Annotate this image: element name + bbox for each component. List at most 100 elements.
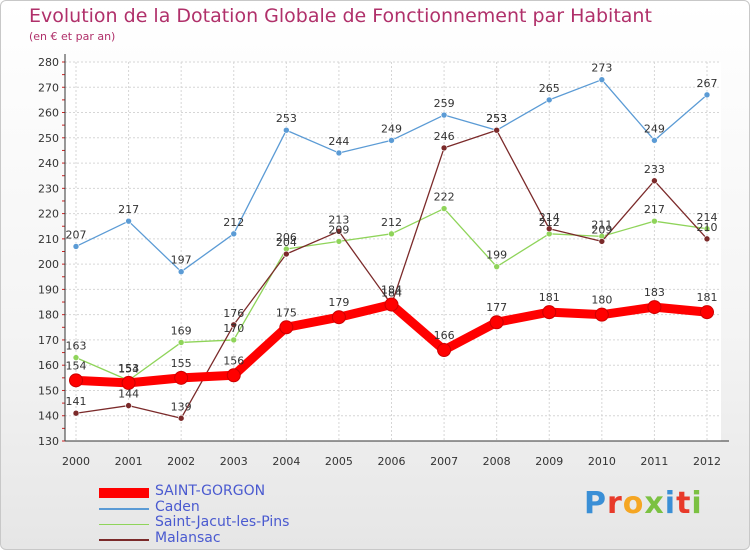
legend-label: Malansac xyxy=(155,529,221,546)
data-label: 211 xyxy=(591,218,612,231)
y-tick-label: 190 xyxy=(38,283,59,296)
data-label: 259 xyxy=(434,97,455,110)
data-point xyxy=(226,368,241,383)
data-label: 267 xyxy=(697,77,718,90)
y-tick-label: 230 xyxy=(38,182,59,195)
x-tick-label: 2011 xyxy=(640,455,668,468)
data-point xyxy=(230,336,238,344)
data-point xyxy=(437,343,452,358)
data-label: 141 xyxy=(66,395,87,408)
data-label: 154 xyxy=(66,359,87,372)
brand-letter: i xyxy=(664,486,677,521)
series-layer xyxy=(69,76,714,422)
data-labels: 207 217 197 212 253 244 249 259 253 265 273 249 267 1… xyxy=(66,62,718,414)
data-label: 209 xyxy=(591,223,612,236)
series-1 xyxy=(72,76,711,276)
data-point xyxy=(230,321,238,329)
data-point xyxy=(651,137,658,144)
data-point xyxy=(69,373,83,388)
x-tick-label: 2004 xyxy=(272,455,300,468)
legend-swatch xyxy=(99,487,149,498)
data-label: 246 xyxy=(434,130,455,143)
data-label: 212 xyxy=(223,216,244,229)
y-tick-label: 170 xyxy=(38,334,59,347)
data-point xyxy=(384,297,399,312)
data-label: 177 xyxy=(486,301,507,314)
x-tick-label: 2003 xyxy=(220,455,248,468)
data-label: 139 xyxy=(171,400,192,413)
brand-letter: i xyxy=(691,486,703,521)
data-point xyxy=(388,230,395,238)
data-label: 163 xyxy=(66,340,87,353)
data-label: 180 xyxy=(591,294,612,307)
data-point xyxy=(388,137,395,144)
x-tick-label: 2012 xyxy=(693,455,721,468)
data-label: 212 xyxy=(539,216,560,229)
data-point xyxy=(283,126,290,134)
y-tick-label: 210 xyxy=(38,233,59,246)
data-label: 169 xyxy=(171,324,192,337)
chart-subtitle: (en € et par an) xyxy=(29,30,116,43)
data-label: 175 xyxy=(276,306,297,319)
legend-label: Caden xyxy=(155,498,200,515)
data-point xyxy=(440,205,448,212)
data-point xyxy=(177,339,185,346)
x-tick-label: 2009 xyxy=(535,455,563,468)
y-tick-label: 150 xyxy=(38,384,59,397)
data-point xyxy=(598,76,606,83)
data-label: 249 xyxy=(381,122,402,135)
chart-title: Evolution de la Dotation Globale de Fonc… xyxy=(29,5,652,27)
legend-label: Saint-Jacut-les-Pins xyxy=(155,514,290,530)
data-label: 210 xyxy=(697,221,718,234)
y-tick-label: 140 xyxy=(38,410,59,423)
plot-area xyxy=(65,62,721,441)
data-point xyxy=(335,238,343,245)
x-tick-label: 2002 xyxy=(167,455,195,468)
data-label: 217 xyxy=(644,203,665,216)
data-label: 197 xyxy=(171,254,192,267)
data-point xyxy=(125,217,132,225)
data-point xyxy=(594,307,609,322)
data-label: 144 xyxy=(118,388,139,401)
data-label: 233 xyxy=(644,163,665,176)
y-tick-label: 240 xyxy=(38,157,59,170)
y-tick-label: 160 xyxy=(38,359,59,372)
data-label: 170 xyxy=(223,322,244,335)
x-tick-label: 2000 xyxy=(62,455,90,468)
data-label: 181 xyxy=(539,291,560,304)
data-point xyxy=(177,414,185,422)
data-point xyxy=(331,310,346,325)
data-label: 155 xyxy=(171,357,192,370)
y-tick-label: 220 xyxy=(38,208,59,221)
data-point xyxy=(125,402,132,409)
y-tick-label: 180 xyxy=(38,309,59,322)
brand-letter: x xyxy=(644,486,665,521)
data-label: 204 xyxy=(276,236,297,249)
data-point xyxy=(647,300,662,315)
legend-swatch xyxy=(99,539,149,541)
data-label: 273 xyxy=(591,62,612,75)
data-label: 206 xyxy=(276,231,297,244)
data-point xyxy=(493,263,500,270)
data-point xyxy=(545,225,553,233)
data-label: 212 xyxy=(381,216,402,229)
brand-letter: r xyxy=(607,486,623,521)
data-point xyxy=(283,250,290,258)
data-point xyxy=(177,268,185,276)
data-point xyxy=(72,409,80,417)
data-label: 244 xyxy=(328,135,349,148)
series-0 xyxy=(69,297,714,390)
data-point xyxy=(703,225,711,233)
data-point xyxy=(651,177,658,185)
data-label: 181 xyxy=(697,291,718,304)
data-label: 199 xyxy=(486,249,507,262)
x-tick-label: 2001 xyxy=(115,455,143,468)
y-tick-label: 250 xyxy=(38,132,59,145)
y-tick-label: 280 xyxy=(38,56,59,69)
data-label: 179 xyxy=(328,296,349,309)
y-tick-label: 130 xyxy=(38,435,59,448)
brand-letter: t xyxy=(676,486,692,521)
brand-letter: o xyxy=(622,486,645,521)
